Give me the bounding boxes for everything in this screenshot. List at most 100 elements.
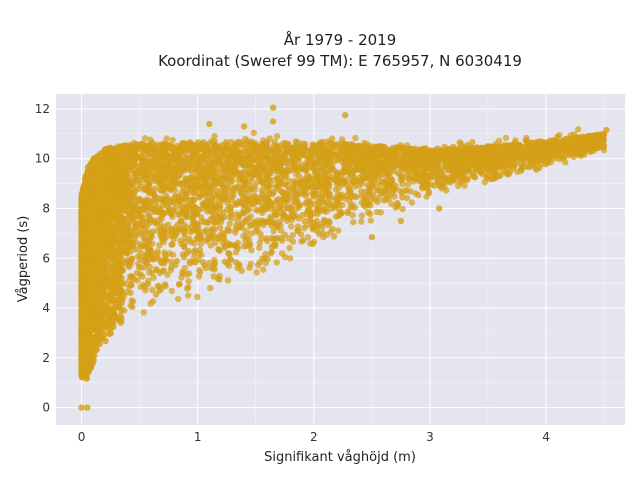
scatter-point <box>397 177 405 184</box>
scatter-point <box>169 213 176 220</box>
scatter-point <box>469 172 477 179</box>
scatter-point <box>320 198 327 205</box>
scatter-point <box>178 225 185 233</box>
scatter-point <box>261 255 269 262</box>
scatter-point <box>322 170 329 177</box>
scatter-point <box>181 162 188 169</box>
scatter-point <box>294 227 301 235</box>
scatter-point <box>247 153 255 160</box>
scatter-point <box>164 271 171 278</box>
scatter-point <box>338 177 345 184</box>
scatter-point <box>256 172 263 179</box>
scatter-point <box>196 176 203 183</box>
scatter-point <box>425 189 433 197</box>
scatter-point <box>313 217 320 225</box>
scatter-point <box>217 218 225 226</box>
scatter-point <box>335 190 342 198</box>
scatter-point <box>234 183 241 190</box>
chart-title: År 1979 - 2019 <box>284 30 397 49</box>
scatter-point <box>170 184 177 191</box>
scatter-point <box>278 250 286 257</box>
scatter-point <box>128 297 135 304</box>
scatter-point <box>156 282 163 290</box>
scatter-point <box>483 174 490 182</box>
scatter-point <box>164 221 172 228</box>
scatter-point <box>321 217 328 225</box>
scatter-point <box>246 264 253 271</box>
scatter-point <box>146 212 153 220</box>
scatter-point <box>533 166 540 173</box>
scatter-point <box>189 215 196 223</box>
scatter-point <box>310 180 317 187</box>
scatter-point <box>382 180 389 188</box>
scatter-point <box>405 175 413 182</box>
scatter-point <box>130 194 137 201</box>
scatter-point <box>168 226 175 233</box>
scatter-point <box>186 184 194 191</box>
scatter-point <box>358 218 365 225</box>
scatter-point <box>311 170 319 177</box>
scatter-point <box>209 190 216 197</box>
scatter-point <box>303 185 310 192</box>
scatter-point <box>145 165 153 173</box>
scatter-point <box>380 197 388 204</box>
scatter-point <box>162 281 169 288</box>
scatter-point <box>367 217 374 224</box>
scatter-point <box>151 185 158 192</box>
scatter-point <box>229 187 236 195</box>
scatter-point <box>350 218 357 226</box>
scatter-point <box>358 212 366 219</box>
scatter-point <box>284 204 291 212</box>
scatter-point <box>200 166 208 173</box>
scatter-point <box>270 228 277 235</box>
scatter-point <box>351 183 358 190</box>
scatter-point <box>431 182 438 189</box>
scatter-point <box>494 163 501 171</box>
scatter-point <box>264 237 271 245</box>
scatter-point <box>226 220 233 227</box>
scatter-point <box>261 219 268 226</box>
scatter-point <box>168 258 175 265</box>
scatter-point <box>281 181 289 188</box>
scatter-point <box>253 269 260 276</box>
scatter-point <box>191 220 198 228</box>
scatter-point <box>210 273 217 280</box>
scatter-point <box>298 238 305 245</box>
scatter-point <box>333 171 340 178</box>
scatter-point <box>162 254 169 262</box>
scatter-point <box>185 270 193 277</box>
scatter-point <box>172 231 179 239</box>
scatter-point <box>147 246 154 253</box>
scatter-point <box>320 206 327 213</box>
scatter-point <box>307 240 314 247</box>
scatter-point <box>195 206 202 213</box>
scatter-point <box>127 273 134 280</box>
scatter-point <box>215 234 222 242</box>
scatter-point <box>234 264 241 272</box>
scatter-point <box>247 213 254 220</box>
scatter-point <box>341 195 348 202</box>
scatter-point <box>285 177 293 184</box>
scatter-point <box>398 190 406 197</box>
scatter-point <box>358 188 365 195</box>
scatter-point <box>302 192 309 199</box>
scatter-point <box>185 278 192 285</box>
scatter-point <box>324 190 331 198</box>
scatter-point <box>176 281 183 288</box>
scatter-point <box>408 199 416 206</box>
scatter-point <box>196 231 203 238</box>
scatter-point <box>221 258 228 265</box>
scatter-point <box>159 202 166 209</box>
scatter-point <box>210 233 217 240</box>
scatter-point <box>207 284 214 292</box>
scatter-point <box>527 163 534 170</box>
scatter-point <box>140 222 148 229</box>
scatter-point <box>167 266 175 274</box>
scatter-point <box>248 230 255 237</box>
scatter-point <box>282 172 289 180</box>
scatter-point <box>204 219 212 227</box>
scatter-point <box>224 225 231 233</box>
scatter-point <box>180 254 188 261</box>
scatter-point <box>272 199 280 206</box>
scatter-point <box>289 238 297 245</box>
